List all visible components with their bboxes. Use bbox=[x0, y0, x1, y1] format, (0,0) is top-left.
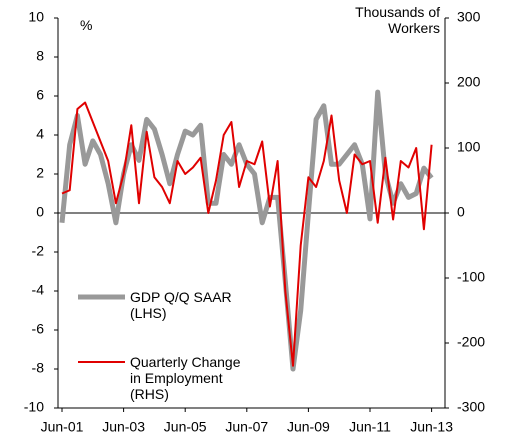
x-tick-label: Jun-11 bbox=[349, 419, 391, 435]
y-tick-label: -4 bbox=[32, 282, 45, 298]
y-tick-label: 8 bbox=[36, 48, 44, 64]
x-tick-label: Jun-03 bbox=[102, 419, 145, 435]
y-tick-label: 4 bbox=[36, 126, 44, 142]
legend-label: GDP Q/Q SAAR (LHS) bbox=[130, 289, 232, 321]
x-tick-label: Jun-09 bbox=[287, 419, 330, 435]
legend-label: Quarterly Change in Employment (RHS) bbox=[130, 354, 241, 402]
y2-axis-label: Thousands of Workers bbox=[355, 4, 440, 36]
y-axis-label: % bbox=[80, 17, 93, 33]
y-tick-label: 10 bbox=[28, 9, 44, 25]
y-tick-label: 2 bbox=[36, 165, 44, 181]
y2-tick-label: 200 bbox=[457, 74, 481, 90]
y-tick-label: 6 bbox=[36, 87, 44, 103]
x-tick-label: Jun-07 bbox=[225, 419, 268, 435]
y-tick-label: -8 bbox=[32, 360, 45, 376]
y2-tick-label: -200 bbox=[457, 334, 485, 350]
x-tick-label: Jun-13 bbox=[410, 419, 453, 435]
series-line bbox=[59, 89, 434, 372]
y2-tick-label: -100 bbox=[457, 269, 485, 285]
y-tick-label: -6 bbox=[32, 321, 45, 337]
series-line bbox=[61, 101, 433, 367]
y2-tick-label: 100 bbox=[457, 139, 481, 155]
x-tick-label: Jun-05 bbox=[164, 419, 207, 435]
y2-tick-label: 300 bbox=[457, 9, 481, 25]
y2-tick-label: 0 bbox=[457, 204, 465, 220]
y-tick-label: -10 bbox=[24, 399, 44, 415]
y2-tick-label: -300 bbox=[457, 399, 485, 415]
x-tick-label: Jun-01 bbox=[41, 419, 84, 435]
y-tick-label: -2 bbox=[32, 243, 45, 259]
y-tick-label: 0 bbox=[36, 204, 44, 220]
